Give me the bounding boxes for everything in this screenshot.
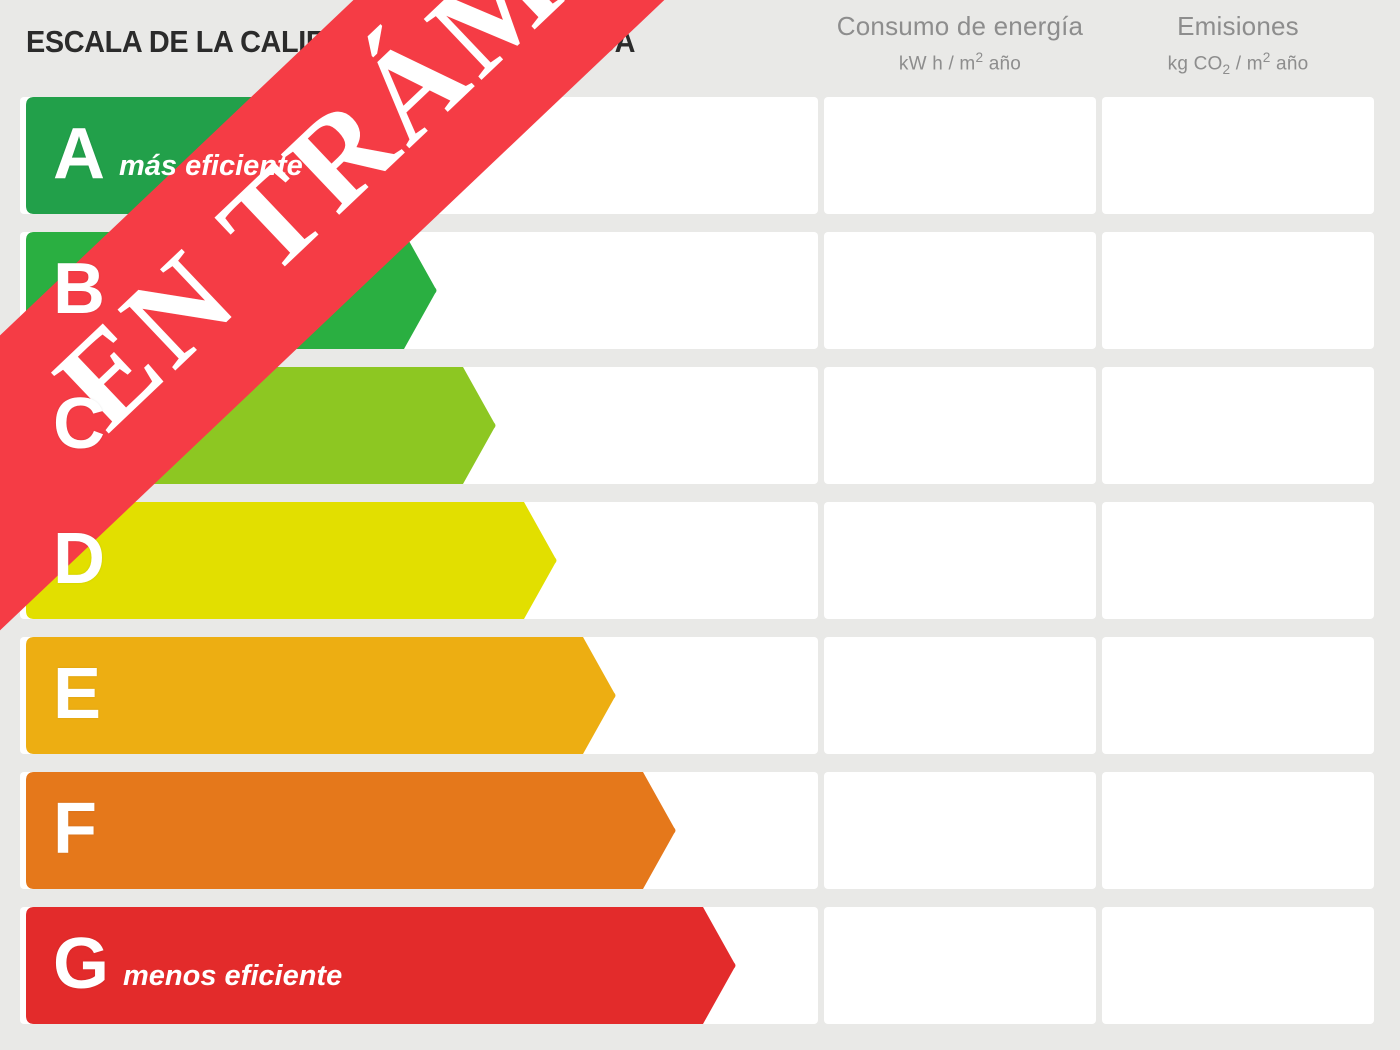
consumption-value-cell[interactable] [824,772,1096,889]
rating-band-shape [26,502,557,619]
consumption-value-cell[interactable] [824,907,1096,1024]
rating-letter: D [53,519,105,599]
consumption-value-cell-text [824,907,1096,1024]
emissions-value-cell-text [1102,637,1374,754]
consumption-value-cell[interactable] [824,367,1096,484]
emissions-value-cell-text [1102,97,1374,214]
consumption-value-cell-text [824,232,1096,349]
column-header-consumo: Consumo de energía kW h / m2 año [824,10,1096,76]
emissions-value-cell[interactable] [1102,367,1374,484]
rating-band-shape [26,772,676,889]
rating-band-shape [26,637,616,754]
column-header-emisiones: Emisiones kg CO2 / m2 año [1102,10,1374,78]
emissions-value-cell-text [1102,772,1374,889]
rating-row: C [0,367,1400,484]
rating-row: F [0,772,1400,889]
emissions-value-cell-text [1102,232,1374,349]
consumo-units-suffix: año [983,52,1022,74]
consumo-units-exponent: 2 [975,49,984,65]
emissions-value-cell[interactable] [1102,772,1374,889]
emisiones-units-mid: / m [1230,52,1263,74]
rating-row: D [0,502,1400,619]
emisiones-units-subscript: 2 [1222,61,1231,77]
rating-row: B [0,232,1400,349]
rating-letter: F [53,789,97,869]
column-header-consumo-units: kW h / m2 año [824,49,1096,76]
emissions-value-cell[interactable] [1102,232,1374,349]
consumption-value-cell-text [824,772,1096,889]
consumption-value-cell[interactable] [824,502,1096,619]
emissions-value-cell[interactable] [1102,907,1374,1024]
emissions-value-cell-text [1102,907,1374,1024]
emissions-value-cell[interactable] [1102,637,1374,754]
rating-letter: E [53,654,102,734]
rating-band-b[interactable]: B [26,232,438,349]
rating-band-note: menos eficiente [123,960,343,992]
rating-letter: B [53,249,105,329]
emissions-value-cell-text [1102,367,1374,484]
consumption-value-cell-text [824,367,1096,484]
emissions-value-cell[interactable] [1102,97,1374,214]
rating-letter: A [53,114,105,194]
rating-letter: G [53,924,110,1004]
page-title: ESCALA DE LA CALIFICACIÓN ENERGÉTICA [26,24,636,59]
rating-band-c[interactable]: C [26,367,497,484]
column-header-emisiones-label: Emisiones [1177,11,1299,41]
emissions-value-cell[interactable] [1102,502,1374,619]
emissions-value-cell-text [1102,502,1374,619]
rating-band-f[interactable]: F [26,772,677,889]
emisiones-units-exponent: 2 [1262,49,1271,65]
consumption-value-cell[interactable] [824,637,1096,754]
emisiones-units-prefix: kg CO [1167,52,1223,74]
rating-band-d[interactable]: D [26,502,558,619]
consumption-value-cell[interactable] [824,97,1096,214]
rating-row: E [0,637,1400,754]
consumption-value-cell-text [824,97,1096,214]
consumption-value-cell-text [824,502,1096,619]
rating-band-shape [26,907,736,1024]
consumption-value-cell-text [824,637,1096,754]
column-header-consumo-label: Consumo de energía [836,11,1084,41]
rating-letter: C [53,384,105,464]
consumo-units-prefix: kW h / m [898,52,976,74]
column-header-emisiones-units: kg CO2 / m2 año [1102,49,1374,78]
rating-band-e[interactable]: E [26,637,617,754]
consumption-value-cell[interactable] [824,232,1096,349]
rating-band-note: más eficiente [119,150,303,182]
emisiones-units-suffix: año [1270,52,1309,74]
